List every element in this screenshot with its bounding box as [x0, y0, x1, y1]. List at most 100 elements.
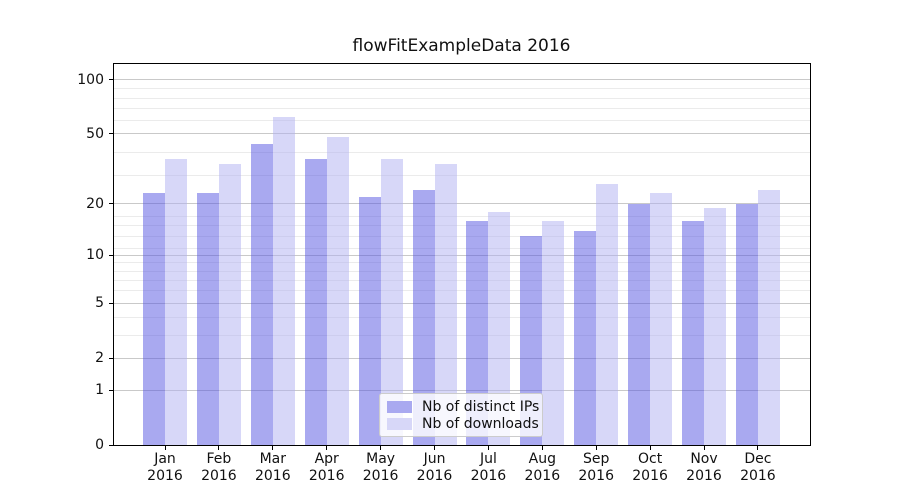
- legend-label-distinct-ips: Nb of distinct IPs: [422, 398, 540, 415]
- bar-apr-downloads: [326, 136, 349, 445]
- minor-gridline: [113, 247, 810, 249]
- x-tick-label: Mar 2016: [238, 451, 308, 485]
- plot-area: Nb of distinct IPs Nb of downloads: [112, 63, 811, 446]
- x-tick-label: Aug 2016: [507, 451, 577, 485]
- x-tick-label-month: Apr: [314, 451, 339, 467]
- x-tick-label-year: 2016: [308, 468, 345, 484]
- x-tick-label-year: 2016: [416, 468, 453, 484]
- x-tick-label: Jan 2016: [130, 451, 200, 485]
- major-gridline: [113, 357, 810, 359]
- x-tick-mark: [326, 446, 328, 450]
- x-tick-label-year: 2016: [470, 468, 507, 484]
- x-tick-label-month: Aug: [528, 451, 556, 467]
- x-tick-label: Feb 2016: [184, 451, 254, 485]
- minor-gridline: [113, 88, 810, 90]
- y-tick-mark: [108, 254, 113, 256]
- y-tick-mark: [108, 444, 113, 446]
- y-tick-mark: [108, 133, 113, 135]
- x-tick-label-month: May: [366, 451, 396, 467]
- y-tick-mark: [108, 389, 113, 391]
- minor-gridline: [113, 262, 810, 264]
- x-tick-label-month: Oct: [637, 451, 663, 467]
- major-gridline: [113, 389, 810, 391]
- bar-oct-distinct-ips: [628, 203, 651, 445]
- x-tick-mark: [487, 446, 489, 450]
- bar-oct-downloads: [650, 193, 673, 445]
- x-tick-label-month: Feb: [206, 451, 232, 467]
- bar-dec-downloads: [757, 190, 780, 445]
- y-tick-mark: [108, 79, 113, 81]
- x-tick-label-year: 2016: [147, 468, 183, 484]
- bar-nov-distinct-ips: [682, 220, 704, 445]
- x-tick-label-year: 2016: [524, 468, 561, 484]
- minor-gridline: [113, 290, 810, 292]
- x-tick-label-year: 2016: [740, 468, 776, 484]
- legend-item-downloads: Nb of downloads: [387, 415, 539, 432]
- bar-may-distinct-ips: [358, 196, 381, 445]
- bar-may-downloads: [380, 159, 403, 445]
- bar-mar-distinct-ips: [250, 143, 273, 445]
- grid-layer: [113, 64, 810, 445]
- x-tick-label-month: Jul: [479, 451, 497, 467]
- x-tick-mark: [541, 446, 543, 450]
- x-tick-mark: [595, 446, 597, 450]
- minor-gridline: [113, 270, 810, 272]
- bar-mar-downloads: [272, 116, 295, 445]
- bar-jan-downloads: [165, 159, 187, 445]
- legend-swatch-downloads: [387, 417, 412, 430]
- x-tick-label-month: Jan: [154, 451, 176, 467]
- x-tick-mark: [380, 446, 382, 450]
- minor-gridline: [113, 317, 810, 319]
- legend-item-distinct-ips: Nb of distinct IPs: [387, 398, 539, 415]
- x-tick-label-year: 2016: [632, 468, 668, 484]
- bar-sep-downloads: [596, 184, 619, 445]
- major-gridline: [113, 203, 810, 205]
- x-tick-mark: [218, 446, 220, 450]
- x-tick-label-year: 2016: [362, 468, 399, 484]
- y-tick-mark: [108, 203, 113, 205]
- bar-aug-distinct-ips: [520, 236, 543, 445]
- y-tick-label: 5: [95, 295, 104, 312]
- x-tick-label-year: 2016: [254, 468, 291, 484]
- x-tick-mark: [164, 446, 166, 450]
- bar-jul-downloads: [488, 211, 511, 445]
- minor-gridline: [113, 279, 810, 281]
- bar-feb-distinct-ips: [196, 193, 219, 445]
- x-tick-label: Nov 2016: [669, 451, 739, 485]
- x-tick-label-year: 2016: [686, 468, 722, 484]
- x-tick-label: Oct 2016: [615, 451, 685, 485]
- y-tick-mark: [108, 357, 113, 359]
- bar-dec-distinct-ips: [735, 203, 758, 445]
- minor-gridline: [113, 120, 810, 122]
- x-tick-label: Apr 2016: [292, 451, 362, 485]
- bar-feb-downloads: [218, 163, 241, 445]
- x-tick-mark: [757, 446, 759, 450]
- bar-jun-distinct-ips: [412, 190, 435, 445]
- legend-swatch-distinct-ips: [387, 400, 412, 413]
- minor-gridline: [113, 235, 810, 237]
- bar-nov-downloads: [704, 207, 726, 445]
- y-tick-label: 10: [86, 247, 104, 264]
- x-tick-label-year: 2016: [578, 468, 614, 484]
- y-tick-label: 2: [95, 350, 104, 367]
- chart-title: flowFitExampleData 2016: [352, 36, 571, 56]
- minor-gridline: [113, 215, 810, 217]
- minor-gridline: [113, 97, 810, 99]
- x-tick-label: Sep 2016: [561, 451, 631, 485]
- x-tick-label-month: Mar: [259, 451, 286, 467]
- x-tick-mark: [703, 446, 705, 450]
- x-tick-label-year: 2016: [201, 468, 237, 484]
- bar-jan-distinct-ips: [143, 193, 165, 445]
- minor-gridline: [113, 108, 810, 110]
- major-gridline: [113, 79, 810, 81]
- x-tick-mark: [434, 446, 435, 450]
- bar-aug-downloads: [542, 220, 565, 445]
- x-tick-label-month: Dec: [744, 451, 772, 467]
- y-tick-mark: [108, 302, 113, 304]
- bar-sep-distinct-ips: [574, 230, 597, 445]
- minor-gridline: [113, 224, 810, 226]
- y-tick-label: 20: [86, 195, 104, 212]
- y-tick-label: 100: [77, 71, 104, 88]
- minor-gridline: [113, 175, 810, 177]
